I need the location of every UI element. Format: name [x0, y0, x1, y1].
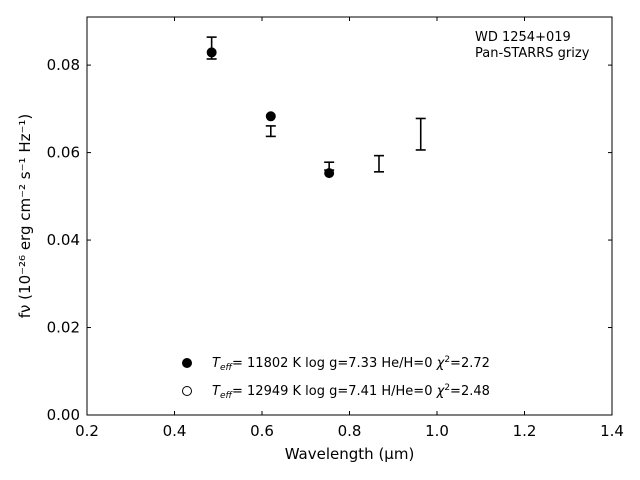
annotation-line-2: Pan-STARRS grizy: [475, 46, 590, 61]
x-tick-label: 1.0: [425, 422, 449, 440]
x-tick-label: 1.4: [600, 422, 624, 440]
error-bar: [373, 154, 384, 173]
x-axis-ticks: 0.2 0.4 0.6 0.8 1.0 1.2 1.4: [75, 17, 624, 440]
y-tick-label: 0.06: [47, 144, 80, 162]
y-tick-label: 0.04: [47, 231, 80, 249]
legend-marker-open: [182, 386, 192, 396]
y-tick-label: 0.08: [47, 56, 80, 74]
x-tick-label: 1.2: [513, 422, 537, 440]
error-bar: [415, 117, 426, 151]
model-point-filled: [324, 168, 335, 179]
x-tick-label: 0.2: [75, 422, 99, 440]
x-axis-label: Wavelength (μm): [285, 445, 415, 463]
y-tick-label: 0.02: [47, 319, 80, 337]
model-points: [206, 47, 335, 179]
model-point-filled: [265, 111, 276, 122]
error-bars: [206, 36, 426, 173]
y-axis-ticks: 0.00 0.02 0.04 0.06 0.08: [47, 56, 612, 424]
legend-marker-filled: [182, 358, 192, 368]
legend-entry-2: Teff= 12949 K log g=7.41 H/He=0 χ2=2.48: [212, 383, 490, 401]
x-tick-label: 0.8: [338, 422, 362, 440]
y-axis-label: fν (10⁻²⁶ erg cm⁻² s⁻¹ Hz⁻¹): [16, 114, 34, 319]
y-tick-label: 0.00: [47, 406, 80, 424]
legend-entry-1: Teff= 11802 K log g=7.33 He/H=0 χ2=2.72: [212, 355, 490, 373]
plot-area: [86, 16, 613, 416]
model-point-filled: [206, 47, 217, 58]
x-tick-label: 0.4: [163, 422, 187, 440]
error-bar: [265, 125, 276, 138]
annotation-line-1: WD 1254+019: [475, 30, 571, 45]
legend: Teff= 11802 K log g=7.33 He/H=0 χ2=2.72 …: [182, 355, 490, 401]
x-tick-label: 0.6: [250, 422, 274, 440]
